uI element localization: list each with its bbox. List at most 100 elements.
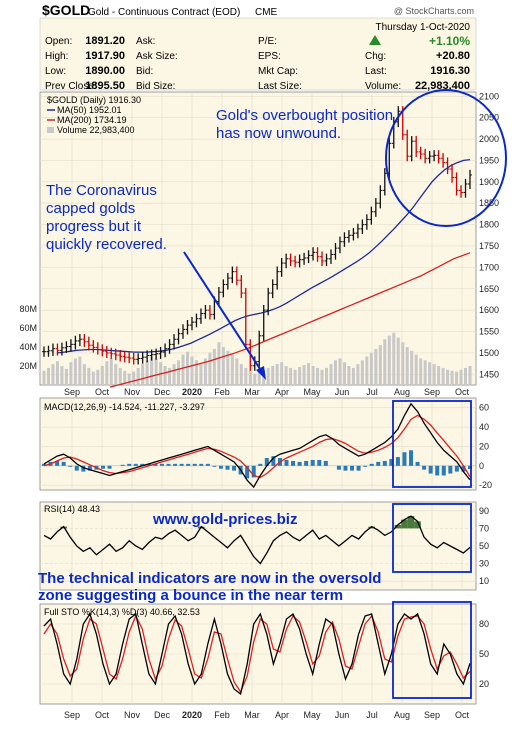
x-tick-label: May (303, 387, 321, 397)
sto-d-line (43, 614, 471, 694)
watermark: @ StockCharts.com (394, 6, 474, 16)
macd-histogram-bar (461, 465, 466, 472)
volume-bar (181, 354, 185, 385)
macd-histogram-bar (363, 465, 368, 467)
x-tick-label-bottom: Sep (424, 710, 440, 720)
y-tick-label: 1900 (479, 177, 499, 187)
volume-bar (123, 370, 127, 385)
volume-bar (455, 371, 459, 385)
volume-bar (105, 361, 109, 385)
oversold-text-2: zone suggesting a bounce in the near ter… (38, 587, 343, 604)
up-arrow-icon (369, 35, 381, 45)
x-tick-label: Nov (124, 387, 141, 397)
volume-bar (307, 363, 311, 385)
macd-histogram-bar (199, 463, 204, 466)
overbought-text-1: Gold's overbought position (216, 107, 393, 124)
macd-tick-label: -20 (479, 480, 492, 490)
x-tick-label-bottom: Jul (366, 710, 378, 720)
price-legend: $GOLD (Daily) 1916.30 MA(50) 1952.01 MA(… (47, 95, 141, 135)
macd-histogram-bar (395, 457, 400, 466)
macd-histogram-bar (258, 463, 263, 466)
rsi-tick-label: 50 (479, 541, 489, 551)
macd-histogram-bar (343, 465, 348, 471)
volume-bar (437, 366, 441, 385)
volume-tick-label: 40M (19, 342, 37, 352)
volume-bar (253, 373, 257, 385)
volume-bar (329, 364, 333, 385)
price-panel (39, 91, 477, 386)
volume-tick-label: 60M (19, 323, 37, 333)
x-tick-label-bottom: Dec (154, 710, 171, 720)
volume-bar (275, 364, 279, 385)
volume-bar (423, 360, 427, 385)
x-tick-label: Mar (244, 387, 260, 397)
x-tick-label: Apr (275, 387, 289, 397)
volume-bar (271, 366, 275, 385)
x-tick-label: Jun (335, 387, 350, 397)
ma200-line (109, 252, 471, 388)
macd-histogram-bar (468, 465, 472, 469)
macd-histogram-bar (409, 450, 414, 466)
volume-bar (298, 366, 302, 385)
indicators (42, 402, 472, 696)
x-tick-label: Dec (154, 387, 171, 397)
y-tick-label: 1700 (479, 262, 499, 272)
volume-bar (145, 360, 149, 385)
volume-bar (356, 364, 360, 385)
legend-price: $GOLD (Daily) 1916.30 (47, 95, 141, 105)
volume-bar (46, 367, 50, 385)
y-tick-label: 1500 (479, 348, 499, 358)
y-tick-label: 1800 (479, 220, 499, 230)
prev-close-value: 1895.50 (85, 80, 125, 92)
volume-bar (342, 362, 346, 385)
volume-bar (383, 339, 387, 385)
corona-text-2: capped golds (46, 200, 135, 217)
macd-histogram-bar (323, 460, 328, 466)
volume-bar (396, 337, 400, 385)
legend-volume: Volume 22,983,400 (57, 125, 135, 135)
x-tick-label-bottom: Nov (124, 710, 141, 720)
y-tick-label: 1850 (479, 198, 499, 208)
sto-tick-label: 50 (479, 649, 489, 659)
volume-bar (280, 362, 284, 385)
macd-line (43, 402, 471, 489)
volume-bar (441, 367, 445, 385)
volume-bar (69, 362, 73, 385)
volume-bar (351, 367, 355, 385)
oversold-text-1: The technical indicators are now in the … (38, 570, 381, 587)
volume-bar (248, 370, 252, 385)
volume-bar (78, 356, 82, 385)
macd-histogram-bar (212, 465, 217, 467)
macd-tick-label: 20 (479, 441, 489, 451)
volume-bar (450, 370, 454, 385)
macd-histogram-bar (159, 463, 164, 466)
x-tick-label-bottom: Feb (214, 710, 230, 720)
volume-tick-label: 20M (19, 361, 37, 371)
x-tick-label: Sep (424, 387, 440, 397)
rsi-overbought-fill (414, 521, 421, 529)
volume-bar (392, 332, 396, 385)
volume-bar (446, 369, 450, 385)
volume-bar (266, 367, 270, 385)
legend-rsi: RSI(14) 48.43 (44, 504, 100, 514)
x-tick-label: Sep (64, 387, 80, 397)
volume-bar (284, 366, 288, 385)
rsi-tick-label: 10 (479, 576, 489, 586)
volume-tick-label: 80M (19, 304, 37, 314)
sto-tick-label: 80 (479, 619, 489, 629)
volume-bar (239, 364, 243, 385)
macd-histogram-bar (127, 463, 132, 466)
axis-ticks: SepSepOctOctNovNovDecDec20202020FebFebMa… (19, 91, 499, 720)
last-size-label: Last Size: (258, 81, 302, 92)
annotations: Gold's overbought position has now unwou… (38, 89, 507, 699)
y-tick-label: 1450 (479, 369, 499, 379)
volume-bar (311, 366, 315, 385)
volume-bar (91, 371, 95, 385)
volume-bar (226, 350, 230, 385)
macd-histogram-bar (428, 465, 433, 474)
y-tick-label: 1750 (479, 241, 499, 251)
macd-histogram-bar (146, 463, 151, 466)
volume-bar (333, 360, 337, 385)
volume-bar (235, 358, 239, 385)
